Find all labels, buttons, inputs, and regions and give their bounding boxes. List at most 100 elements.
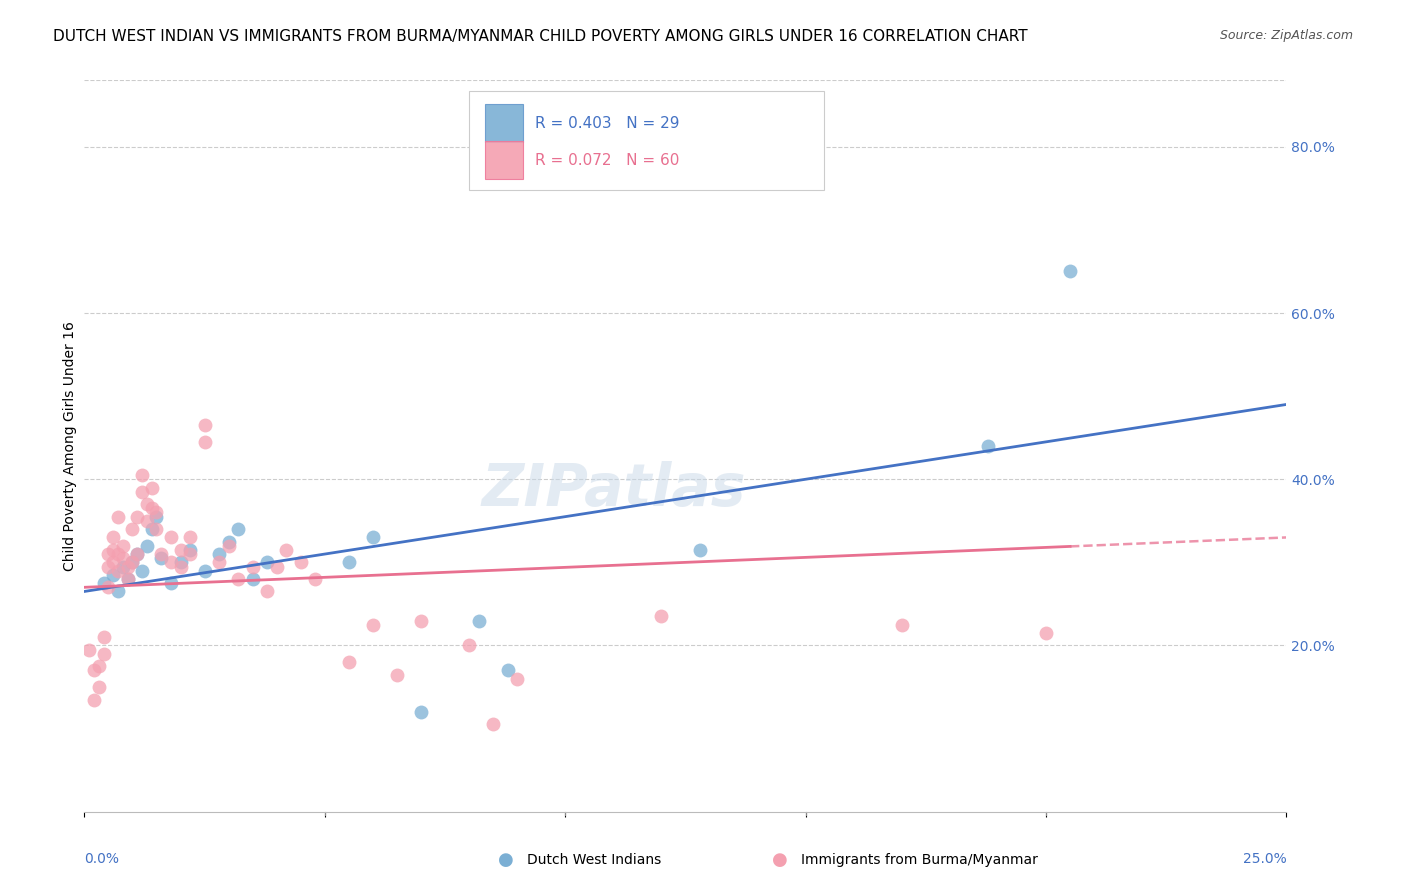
Point [107, 547, 129, 561]
Point [242, 559, 264, 574]
Point [890, 617, 912, 632]
Text: ●: ● [772, 851, 789, 869]
Point [290, 555, 312, 569]
Point [87, 680, 110, 694]
Point [107, 509, 129, 524]
Text: ●: ● [498, 851, 515, 869]
Point [276, 542, 298, 557]
Point [77, 642, 100, 657]
Point [83, 664, 105, 678]
Point [218, 534, 240, 549]
Point [482, 717, 505, 731]
FancyBboxPatch shape [485, 104, 523, 143]
Point [179, 542, 201, 557]
Point [409, 705, 432, 719]
Point [97, 559, 120, 574]
Point [145, 506, 167, 520]
Point [208, 555, 231, 569]
Point [304, 572, 326, 586]
Text: Immigrants from Burma/Myanmar: Immigrants from Burma/Myanmar [801, 853, 1038, 867]
Point [650, 609, 672, 624]
Point [1035, 626, 1057, 640]
Point [131, 468, 153, 483]
Point [160, 555, 183, 569]
Point [121, 555, 143, 569]
Point [689, 542, 711, 557]
Text: R = 0.072   N = 60: R = 0.072 N = 60 [536, 153, 679, 168]
Point [93, 576, 115, 591]
Point [179, 530, 201, 544]
Point [103, 530, 125, 544]
Point [194, 564, 217, 578]
Point [242, 572, 264, 586]
Point [145, 509, 167, 524]
FancyBboxPatch shape [470, 91, 824, 190]
Point [111, 551, 134, 566]
Point [169, 555, 191, 569]
Point [337, 555, 360, 569]
Point [83, 692, 105, 706]
Point [160, 530, 183, 544]
Text: DUTCH WEST INDIAN VS IMMIGRANTS FROM BURMA/MYANMAR CHILD POVERTY AMONG GIRLS UND: DUTCH WEST INDIAN VS IMMIGRANTS FROM BUR… [53, 29, 1028, 44]
Point [361, 530, 384, 544]
Text: Source: ZipAtlas.com: Source: ZipAtlas.com [1219, 29, 1353, 42]
Point [458, 639, 481, 653]
Point [179, 547, 201, 561]
Point [103, 555, 125, 569]
Point [506, 672, 529, 686]
Point [169, 559, 191, 574]
Point [111, 539, 134, 553]
Y-axis label: Child Poverty Among Girls Under 16: Child Poverty Among Girls Under 16 [63, 321, 77, 571]
Point [150, 547, 173, 561]
Point [107, 564, 129, 578]
Point [127, 509, 149, 524]
FancyBboxPatch shape [485, 141, 523, 179]
Point [103, 567, 125, 582]
Text: 25.0%: 25.0% [1243, 852, 1286, 866]
Point [977, 439, 1000, 453]
Point [127, 547, 149, 561]
Text: Dutch West Indians: Dutch West Indians [527, 853, 661, 867]
Point [141, 501, 163, 516]
Text: R = 0.403   N = 29: R = 0.403 N = 29 [536, 116, 679, 131]
Text: ZIPatlas: ZIPatlas [481, 461, 745, 518]
Point [256, 584, 278, 599]
Point [337, 655, 360, 669]
Point [409, 614, 432, 628]
Point [226, 522, 249, 536]
Point [467, 614, 489, 628]
Point [97, 580, 120, 594]
Point [194, 418, 217, 433]
Point [127, 547, 149, 561]
Point [218, 539, 240, 553]
Point [135, 497, 157, 511]
Point [87, 659, 110, 673]
Point [117, 559, 139, 574]
Point [117, 572, 139, 586]
Point [361, 617, 384, 632]
Point [97, 547, 120, 561]
Point [266, 559, 288, 574]
Point [385, 667, 408, 681]
Point [103, 542, 125, 557]
Point [145, 522, 167, 536]
Point [135, 514, 157, 528]
Point [226, 572, 249, 586]
Point [107, 584, 129, 599]
Point [111, 559, 134, 574]
Point [150, 551, 173, 566]
Text: 0.0%: 0.0% [84, 852, 120, 866]
Point [160, 576, 183, 591]
Point [131, 564, 153, 578]
Point [121, 555, 143, 569]
Point [496, 664, 519, 678]
Point [93, 647, 115, 661]
Point [93, 630, 115, 644]
Point [117, 572, 139, 586]
Point [131, 484, 153, 499]
Point [141, 481, 163, 495]
Point [121, 522, 143, 536]
Point [208, 547, 231, 561]
Point [1059, 264, 1081, 278]
Point [169, 542, 191, 557]
